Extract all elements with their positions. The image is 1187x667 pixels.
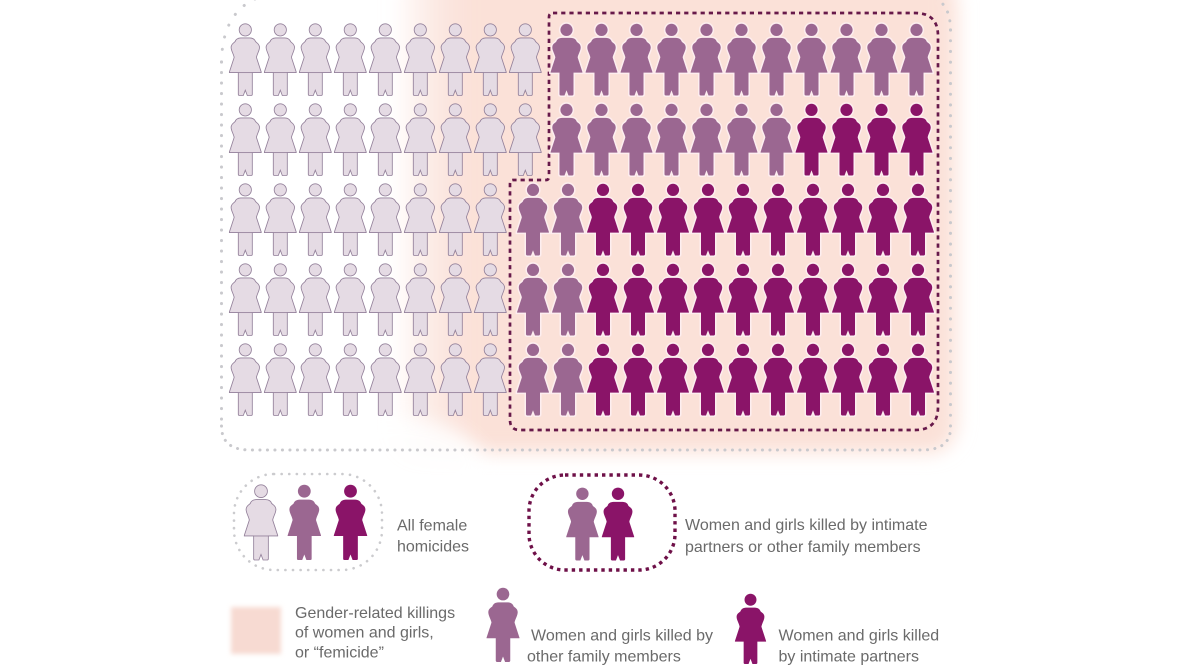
svg-text:homicides: homicides bbox=[397, 539, 469, 556]
svg-text:partners or other family membe: partners or other family members bbox=[685, 539, 921, 556]
svg-text:other family members: other family members bbox=[527, 648, 681, 665]
svg-text:by intimate partners: by intimate partners bbox=[779, 648, 920, 665]
svg-text:Women and girls killed by: Women and girls killed by bbox=[531, 627, 713, 644]
svg-text:of women and girls,: of women and girls, bbox=[295, 625, 434, 642]
svg-text:Women and girls killed: Women and girls killed bbox=[779, 627, 940, 644]
svg-text:Gender-related killings: Gender-related killings bbox=[295, 605, 455, 622]
svg-text:Women and girls killed by inti: Women and girls killed by intimate bbox=[685, 517, 928, 534]
svg-text:or “femicide”: or “femicide” bbox=[295, 644, 384, 661]
svg-text:All female: All female bbox=[397, 518, 467, 535]
